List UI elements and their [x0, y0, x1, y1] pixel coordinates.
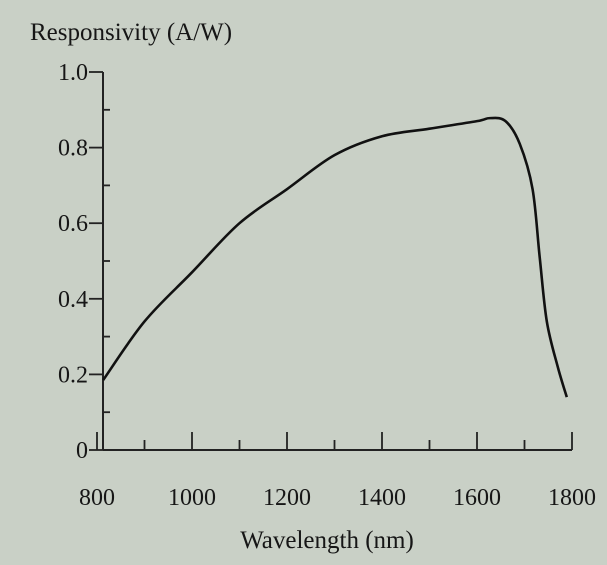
x-tick-label: 1600 — [453, 485, 501, 511]
tick-labels: 0 0.2 0.4 0.6 0.8 1.0 800 1000 1200 1400 1600 1800 — [58, 60, 596, 511]
y-tick-label: 0 — [76, 438, 88, 464]
x-axis-label: Wavelength (nm) — [240, 527, 414, 554]
y-tick-label: 0.6 — [58, 211, 88, 237]
y-tick-label: 0.8 — [58, 136, 88, 162]
x-tick-label: 1800 — [548, 485, 596, 511]
x-tick-label: 800 — [79, 485, 115, 511]
series-line — [102, 116, 569, 398]
x-tick-label: 1200 — [263, 485, 311, 511]
y-axis-label: Responsivity (A/W) — [30, 19, 232, 46]
y-tick-label: 1.0 — [58, 60, 88, 86]
y-tick-label: 0.2 — [58, 362, 88, 388]
y-tick-label: 0.4 — [58, 287, 88, 313]
axes — [89, 71, 573, 451]
x-tick-label: 1000 — [168, 485, 216, 511]
x-tick-label: 1400 — [358, 485, 406, 511]
